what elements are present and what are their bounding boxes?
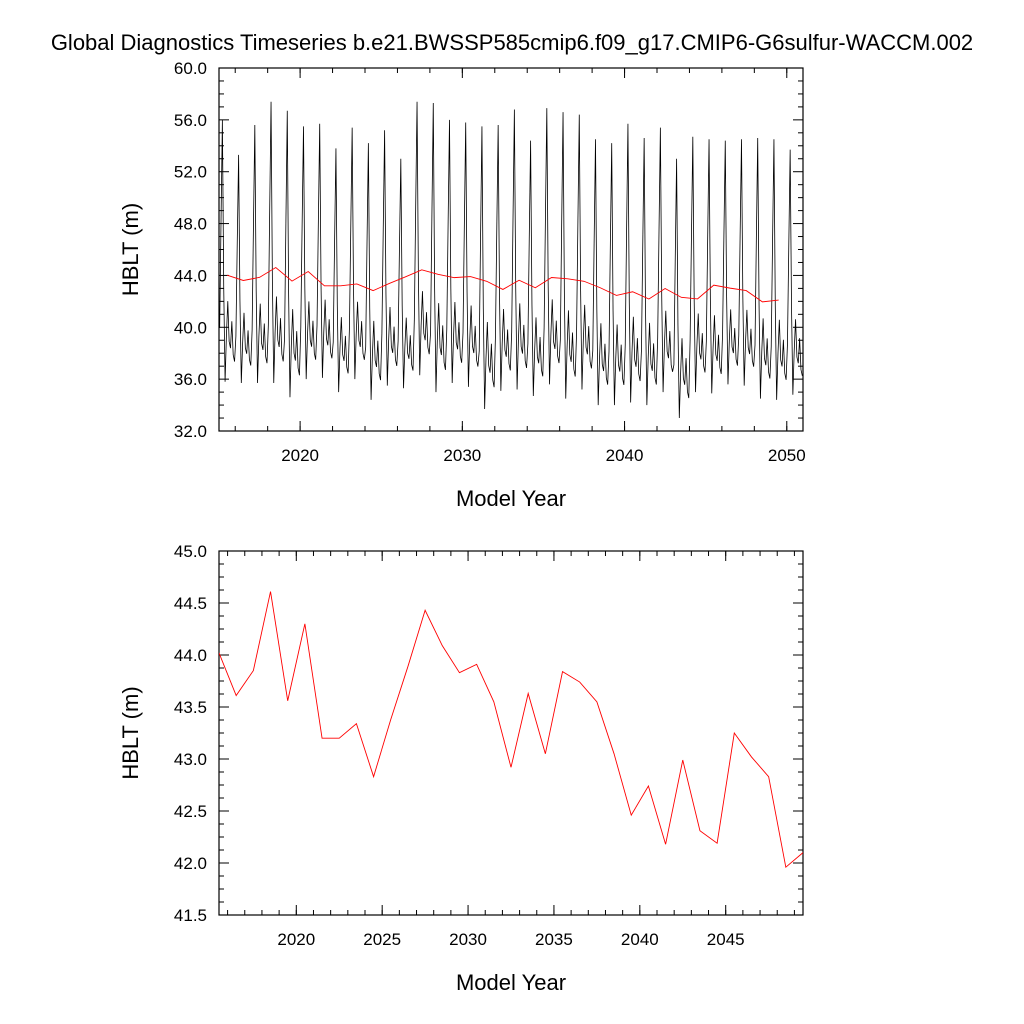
- top-ytick-label: 48.0: [174, 215, 207, 234]
- bottom-ytick-label: 43.5: [174, 698, 207, 717]
- top-ytick-label: 56.0: [174, 111, 207, 130]
- top-ytick-label: 60.0: [174, 59, 207, 78]
- top-ytick-label: 32.0: [174, 422, 207, 441]
- bottom-xaxis-label: Model Year: [456, 970, 566, 995]
- bottom-xtick-label: 2030: [449, 930, 487, 949]
- bottom-xtick-label: 2020: [277, 930, 315, 949]
- bottom-ytick-label: 45.0: [174, 542, 207, 561]
- bottom-ytick-label: 42.5: [174, 802, 207, 821]
- bottom-ytick-label: 43.0: [174, 750, 207, 769]
- top-xtick-label: 2030: [443, 446, 481, 465]
- top-series-annual-line: [226, 266, 779, 303]
- top-xtick-label: 2040: [606, 446, 644, 465]
- top-xtick-label: 2020: [281, 446, 319, 465]
- bottom-yaxis-label: HBLT (m): [118, 686, 143, 779]
- bottom-ytick-label: 44.5: [174, 594, 207, 613]
- bottom-series-annual-line: [219, 591, 803, 869]
- top-ytick-label: 40.0: [174, 318, 207, 337]
- bottom-plot-frame: [218, 550, 804, 916]
- top-ytick-label: 52.0: [174, 163, 207, 182]
- bottom-xtick-label: 2035: [535, 930, 573, 949]
- bottom-panel-plot: 41.5 42.0 42.5 43.0 43.5 44.0 44.5 45.0 2020 2025…: [118, 542, 804, 995]
- top-xaxis-label: Model Year: [456, 486, 566, 511]
- bottom-xtick-label: 2045: [707, 930, 745, 949]
- top-xtick-label: 2050: [768, 446, 806, 465]
- chart-title: Global Diagnostics Timeseries b.e21.BWSS…: [50, 30, 974, 55]
- bottom-xtick-label: 2025: [363, 930, 401, 949]
- bottom-xtick-label: 2040: [621, 930, 659, 949]
- top-panel-plot: 32.0 36.0 40.0 44.0 48.0 52.0 56.0 60.0 2020 2030…: [118, 59, 806, 511]
- bottom-ytick-label: 42.0: [174, 854, 207, 873]
- top-ytick-label: 36.0: [174, 370, 207, 389]
- bottom-ytick-label: 41.5: [174, 906, 207, 925]
- bottom-ytick-label: 44.0: [174, 646, 207, 665]
- top-yaxis-label: HBLT (m): [118, 203, 143, 296]
- top-ytick-label: 44.0: [174, 266, 207, 285]
- top-series-monthly-line: [219, 101, 803, 419]
